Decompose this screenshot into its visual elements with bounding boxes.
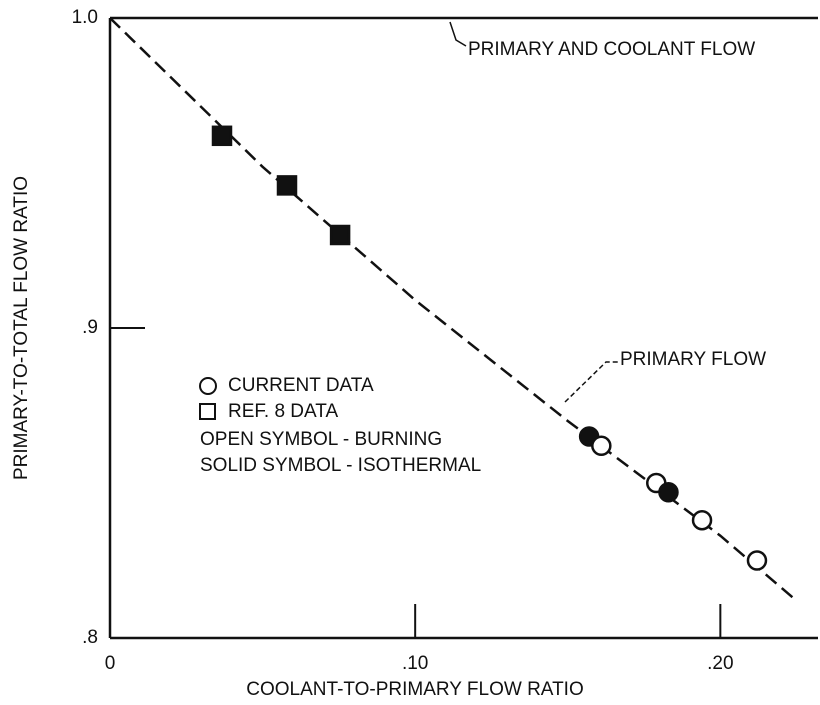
note: SOLID SYMBOL - ISOTHERMAL	[200, 455, 481, 476]
y-tick-label: .9	[82, 317, 98, 338]
point	[591, 435, 612, 457]
point	[211, 125, 233, 147]
y-tick-label: 1.0	[72, 7, 98, 28]
legend-symbol	[199, 403, 216, 420]
line-label: PRIMARY FLOW	[620, 349, 766, 370]
x-tick-label: 0	[105, 653, 116, 674]
x-axis-label: COOLANT-TO-PRIMARY FLOW RATIO	[246, 679, 583, 700]
point	[329, 224, 351, 246]
x-tick-label: .10	[402, 653, 428, 674]
leader	[449, 21, 467, 47]
y-tick-label: .8	[82, 627, 98, 648]
y-axis-label: PRIMARY-TO-TOTAL FLOW RATIO	[11, 176, 32, 480]
legend-label: CURRENT DATA	[228, 375, 374, 396]
legend-label: REF. 8 DATA	[228, 401, 338, 422]
note: OPEN SYMBOL - BURNING	[200, 429, 442, 450]
x-tick-label: .20	[707, 653, 733, 674]
point	[658, 482, 679, 503]
point	[746, 550, 768, 571]
line-label: PRIMARY AND COOLANT FLOW	[468, 39, 755, 60]
point	[691, 509, 713, 531]
point	[276, 175, 298, 196]
legend-symbol	[199, 377, 217, 395]
curve	[109, 17, 798, 602]
leader	[564, 361, 618, 403]
